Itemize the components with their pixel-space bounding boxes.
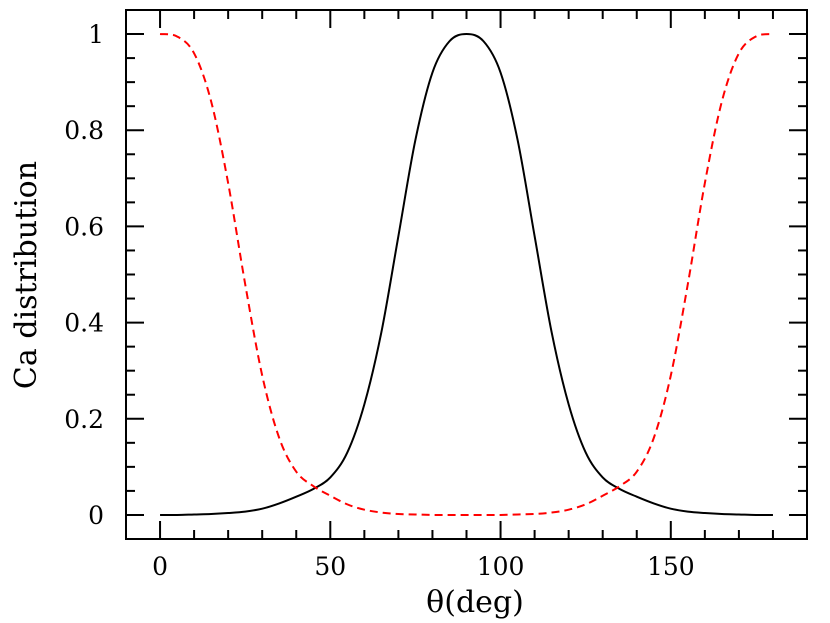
series-lines xyxy=(159,33,774,516)
y-tick-label: 1 xyxy=(88,20,104,49)
tick-labels: 0 50 100 150 0 0.2 0.4 0.6 0.8 1 xyxy=(64,20,694,581)
x-tick-label: 0 xyxy=(152,552,168,581)
series-line-1 xyxy=(160,33,773,516)
y-tick-label: 0.4 xyxy=(64,309,104,338)
x-tick-label: 150 xyxy=(647,552,695,581)
x-tick-label: 50 xyxy=(314,552,346,581)
y-tick-label: 0.2 xyxy=(64,405,104,434)
y-tick-label: 0.6 xyxy=(64,212,104,241)
y-tick-label: 0 xyxy=(88,501,104,530)
y-tick-label: 0.8 xyxy=(64,116,104,145)
x-tick-label: 100 xyxy=(477,552,525,581)
y-axis-label: Ca distribution xyxy=(9,161,44,389)
x-axis-label: θ(deg) xyxy=(426,585,524,620)
axis-ticks xyxy=(126,10,807,539)
plot-frame xyxy=(125,9,808,540)
series-line-2 xyxy=(159,33,774,516)
